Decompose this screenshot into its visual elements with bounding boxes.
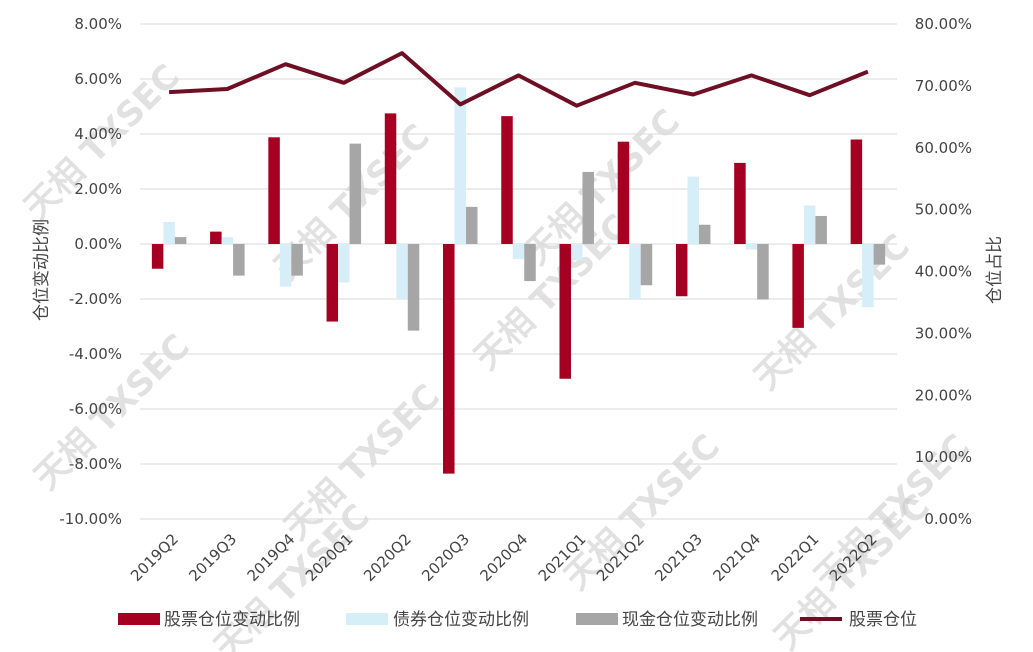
bar-series xyxy=(151,87,886,474)
stock-change-bar xyxy=(675,244,688,297)
left-tick-label: -10.00% xyxy=(59,510,122,528)
gridlines xyxy=(140,23,897,520)
legend-label-bond-change: 债券仓位变动比例 xyxy=(393,610,529,630)
cash-change-bar xyxy=(524,244,536,282)
right-axis-title: 仓位占比 xyxy=(985,236,1005,304)
right-tick-label: 40.00% xyxy=(915,263,972,281)
bond-change-bar xyxy=(454,87,467,244)
cash-change-bar xyxy=(349,143,362,244)
bond-change-bar xyxy=(163,222,175,244)
right-axis-ticks: 0.00% 10.00% 20.00% 30.00% 40.00% 50.00% 60.00… xyxy=(915,15,972,528)
x-tick-label: 2020Q4 xyxy=(477,530,532,585)
cash-change-bar xyxy=(582,171,594,244)
x-tick-label: 2020Q3 xyxy=(418,530,473,585)
left-tick-label: 8.00% xyxy=(74,15,122,33)
legend-swatch-bond-change xyxy=(346,613,388,625)
legend-label-cash-change: 现金仓位变动比例 xyxy=(622,610,758,630)
left-tick-label: -6.00% xyxy=(69,400,122,418)
legend-swatch-cash-change xyxy=(576,613,618,625)
legend-label-stock-change: 股票仓位变动比例 xyxy=(164,610,300,630)
bond-change-bar xyxy=(279,244,292,287)
x-tick-label: 2019Q2 xyxy=(127,530,182,585)
bond-change-bar xyxy=(745,244,758,250)
right-tick-label: 0.00% xyxy=(924,510,972,528)
right-tick-label: 70.00% xyxy=(915,77,972,95)
legend-swatch-stock-change xyxy=(118,613,160,625)
stock-change-bar xyxy=(384,113,397,244)
stock-change-bar xyxy=(792,244,804,328)
x-axis-ticks: 2019Q2 2019Q3 2019Q4 2020Q1 2020Q2 2020Q3 2020… xyxy=(127,530,881,585)
stock-change-bar xyxy=(443,244,455,474)
stock-change-bar xyxy=(326,244,339,322)
x-tick-label: 2021Q3 xyxy=(651,530,706,585)
stock-change-bar xyxy=(617,141,630,244)
bond-change-bar xyxy=(396,244,408,299)
x-tick-label: 2019Q3 xyxy=(185,530,240,585)
stock-change-bar xyxy=(850,139,863,244)
bond-change-bar xyxy=(803,205,816,244)
right-tick-label: 10.00% xyxy=(915,448,972,466)
left-tick-label: -8.00% xyxy=(69,455,122,473)
left-axis-title: 仓位变动比例 xyxy=(32,219,52,321)
left-tick-label: 4.00% xyxy=(74,125,122,143)
left-axis-ticks: -10.00% -8.00% -6.00% -4.00% -2.00% 0.00% 2.00… xyxy=(59,15,122,528)
legend: 股票仓位变动比例 债券仓位变动比例 现金仓位变动比例 股票仓位 xyxy=(118,610,917,630)
bond-change-bar xyxy=(629,244,641,299)
right-tick-label: 50.00% xyxy=(915,201,972,219)
cash-change-bar xyxy=(815,215,827,244)
bond-change-bar xyxy=(687,176,699,244)
bond-change-bar xyxy=(512,244,525,260)
bond-change-bar xyxy=(221,237,234,244)
bond-change-bar xyxy=(570,244,583,261)
cash-change-bar xyxy=(174,237,187,244)
x-tick-label: 2020Q2 xyxy=(360,530,415,585)
stock-change-bar xyxy=(734,162,746,244)
right-tick-label: 80.00% xyxy=(915,15,972,33)
cash-change-bar xyxy=(407,244,420,331)
cash-change-bar xyxy=(698,224,711,244)
stock-position-line xyxy=(168,51,869,108)
stock-change-bar xyxy=(501,116,513,244)
x-tick-label: 2021Q4 xyxy=(709,530,764,585)
cash-change-bar xyxy=(757,244,769,300)
cash-change-bar xyxy=(291,244,303,276)
stock-change-bar xyxy=(210,231,222,244)
legend-label-stock-position: 股票仓位 xyxy=(849,610,917,630)
bond-change-bar xyxy=(338,244,350,283)
right-tick-label: 30.00% xyxy=(915,324,972,342)
cash-change-bar xyxy=(466,206,478,244)
right-tick-label: 60.00% xyxy=(915,139,972,157)
bond-change-bar xyxy=(862,244,874,308)
cash-change-bar xyxy=(873,244,886,265)
watermark-text: 天相 TXSEC xyxy=(557,427,728,598)
left-tick-label: 6.00% xyxy=(74,70,122,88)
line-series xyxy=(168,51,869,108)
left-tick-label: -4.00% xyxy=(69,345,122,363)
left-tick-label: 2.00% xyxy=(74,180,122,198)
stock-change-bar xyxy=(151,244,164,269)
right-tick-label: 20.00% xyxy=(915,386,972,404)
cash-change-bar xyxy=(640,244,653,286)
watermark-text: 天相 TXSEC xyxy=(747,227,918,398)
cash-change-bar xyxy=(233,244,245,276)
stock-change-bar xyxy=(559,244,571,379)
left-tick-label: -2.00% xyxy=(69,290,122,308)
stock-change-bar xyxy=(268,137,280,244)
left-tick-label: 0.00% xyxy=(74,235,122,253)
